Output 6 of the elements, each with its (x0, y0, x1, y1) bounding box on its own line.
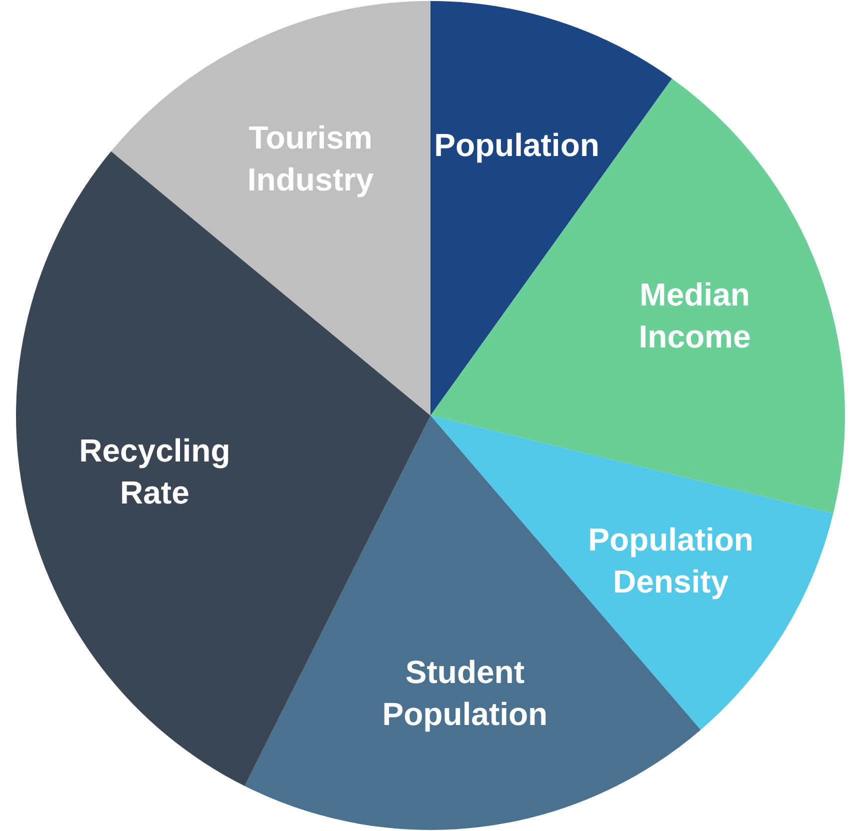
slice-label: Student Population (382, 654, 548, 732)
slice-label: Median Income (638, 276, 751, 354)
slice-label: Tourism Industry (247, 119, 374, 198)
slice-label: Population Density (588, 522, 754, 600)
slice-label: Population (434, 126, 600, 163)
slice-label: Recycling Rate (79, 432, 230, 510)
